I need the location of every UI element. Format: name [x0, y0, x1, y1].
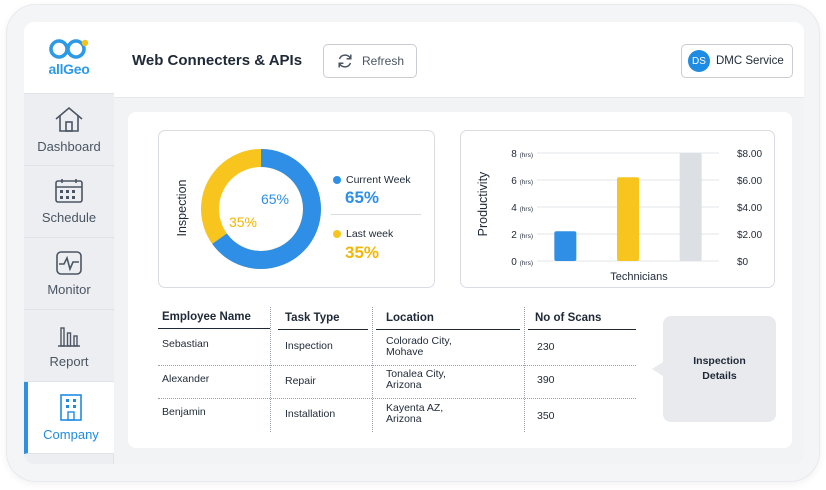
cell-location-line1: Tonalea City, — [386, 368, 446, 380]
legend-current-week: Current Week — [333, 174, 411, 186]
donut-rings — [201, 149, 321, 269]
column-header: No of Scans — [535, 312, 602, 324]
column-divider — [524, 307, 525, 432]
cell-scans: 350 — [537, 410, 555, 422]
cell-name: Benjamin — [162, 406, 206, 418]
row-divider — [158, 398, 636, 399]
productivity-panel: Productivity 0 (hrs) 2 (hrs) 4 (hrs) 6 (hrs… — [460, 130, 775, 288]
cell-location-line2: Mohave — [386, 346, 424, 358]
inspection-details-button[interactable]: Inspection Details — [663, 316, 776, 422]
column-divider — [270, 307, 271, 432]
cell-location: Colorado City, Mohave — [386, 336, 452, 358]
cell-task: Installation — [285, 408, 336, 420]
header-underline — [278, 329, 368, 330]
inspection-donut-chart: 65% 35% — [201, 149, 321, 269]
productivity-bar[interactable] — [554, 231, 577, 261]
details-line1: Inspection — [693, 355, 746, 367]
y2-tick-label: $4.00 — [737, 203, 762, 214]
inspection-axis-label: Inspection — [175, 179, 189, 237]
legend-dot-yellow — [333, 230, 341, 238]
avatar: DS — [688, 50, 710, 72]
sidebar-item-label: Report — [49, 354, 89, 369]
main-card: Inspection 65% 35% Current Week 65% Last… — [128, 112, 792, 448]
sidebar-item-schedule[interactable]: Schedule — [24, 166, 114, 238]
page-title: Web Connecters & APIs — [132, 52, 303, 69]
cell-name: Sebastian — [162, 338, 209, 350]
sidebar-item-label: Monitor — [47, 282, 91, 297]
productivity-bar[interactable] — [617, 177, 639, 261]
column-divider — [372, 307, 373, 432]
header-underline — [158, 328, 270, 329]
refresh-icon — [338, 54, 352, 68]
productivity-chart: 0 (hrs) 2 (hrs) 4 (hrs) 6 (hrs) 8 (hrs) $0 $2… — [511, 149, 762, 283]
sidebar: allGeo Dashboard Schedule — [24, 22, 114, 464]
sidebar-item-company[interactable]: Company — [24, 382, 114, 454]
logo[interactable]: allGeo — [24, 22, 114, 94]
y-tick-label: 6 (hrs) — [511, 176, 533, 187]
logo-text: allGeo — [48, 61, 90, 77]
cell-scans: 230 — [537, 341, 555, 353]
legend-last-week: Last week — [333, 228, 393, 240]
cell-location-line1: Colorado City, — [386, 335, 452, 347]
legend-label: Current Week — [346, 174, 411, 186]
details-line2: Details — [702, 370, 737, 382]
y-tick-label: 8 (hrs) — [511, 149, 533, 160]
cell-task: Inspection — [285, 340, 333, 352]
sidebar-item-dashboard[interactable]: Dashboard — [24, 94, 114, 166]
app-window: allGeo Dashboard Schedule — [24, 22, 804, 464]
refresh-label: Refresh — [361, 54, 405, 68]
legend-label: Last week — [346, 228, 394, 240]
cell-location-line1: Kayenta AZ, — [386, 402, 444, 414]
y2-tick-label: $6.00 — [737, 176, 762, 187]
allgeo-logo-icon — [49, 39, 89, 59]
service-label: DMC Service — [716, 55, 784, 67]
cell-task: Repair — [285, 375, 316, 387]
row-divider — [158, 365, 636, 366]
productivity-bar[interactable] — [679, 153, 702, 261]
sidebar-item-label: Schedule — [41, 210, 97, 225]
header-underline — [528, 329, 636, 330]
y-tick-label: 0 (hrs) — [511, 257, 533, 268]
last-week-value: 35% — [345, 243, 380, 262]
home-icon — [55, 106, 83, 132]
column-header: Task Type — [285, 312, 340, 324]
sidebar-item-label: Company — [43, 427, 99, 442]
column-header: Employee Name — [162, 311, 251, 323]
legend-divider — [331, 214, 421, 215]
donut-last-value: 35% — [229, 214, 257, 230]
cell-location: Tonalea City, Arizona — [386, 369, 446, 391]
refresh-button[interactable]: Refresh — [323, 44, 417, 78]
details-pointer — [652, 362, 663, 376]
inspection-panel: Inspection 65% 35% Current Week 65% Last… — [158, 130, 435, 288]
pulse-monitor-icon — [56, 251, 82, 275]
cell-location: Kayenta AZ, Arizona — [386, 403, 443, 425]
sidebar-item-report[interactable]: Report — [24, 310, 114, 382]
header: Web Connecters & APIs Refresh DS DMC Ser… — [114, 22, 804, 98]
donut-current-value: 65% — [261, 191, 289, 207]
service-selector[interactable]: DS DMC Service — [681, 44, 793, 78]
x-axis-label: Technicians — [610, 271, 668, 283]
current-week-arc — [201, 149, 321, 269]
building-icon — [60, 394, 82, 421]
y2-tick-label: $0 — [737, 257, 749, 268]
y2-tick-label: $2.00 — [737, 230, 762, 241]
bar-report-icon — [58, 327, 80, 347]
column-header: Location — [386, 312, 434, 324]
sidebar-item-label: Dashboard — [37, 139, 101, 154]
cell-location-line2: Arizona — [386, 413, 422, 425]
y-tick-label: 4 (hrs) — [511, 203, 533, 214]
cell-location-line2: Arizona — [386, 379, 422, 391]
cell-scans: 390 — [537, 374, 555, 386]
legend-dot-blue — [333, 176, 341, 184]
current-week-value: 65% — [345, 188, 380, 207]
header-underline — [376, 329, 520, 330]
cell-name: Alexander — [162, 373, 210, 385]
sidebar-item-monitor[interactable]: Monitor — [24, 238, 114, 310]
y-tick-label: 2 (hrs) — [511, 230, 533, 241]
y2-tick-label: $8.00 — [737, 149, 762, 160]
calendar-icon — [55, 179, 83, 203]
